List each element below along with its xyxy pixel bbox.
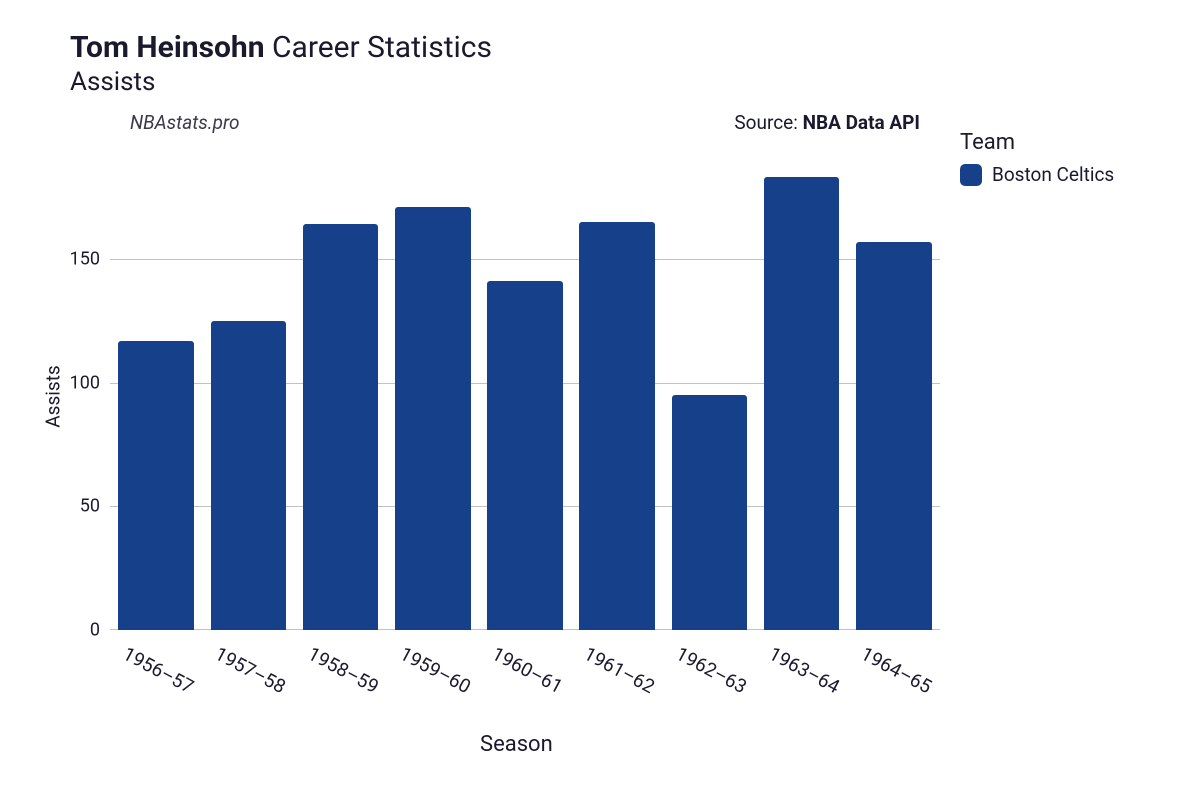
legend-swatch <box>960 164 982 186</box>
x-tick-label: 1964–65 <box>857 642 935 698</box>
bar <box>672 395 748 630</box>
source-prefix: Source: <box>734 111 802 134</box>
bar <box>579 222 655 630</box>
chart-wrap: Assists 0501001501956–571957–581958–5919… <box>70 160 1180 780</box>
source-name: NBA Data API <box>803 111 920 134</box>
legend: Team Boston Celtics <box>960 130 1180 186</box>
chart-container: Tom Heinsohn Career Statistics Assists N… <box>0 0 1200 800</box>
chart-title: Tom Heinsohn Career Statistics <box>70 30 1180 65</box>
source-label: Source: NBA Data API <box>734 111 920 134</box>
bar <box>764 177 840 630</box>
title-block: Tom Heinsohn Career Statistics Assists <box>70 30 1180 97</box>
bar <box>118 341 194 630</box>
player-name: Tom Heinsohn <box>70 30 265 65</box>
bar <box>211 321 287 630</box>
legend-label: Boston Celtics <box>992 163 1114 186</box>
plot-area: 0501001501956–571957–581958–591959–60196… <box>110 160 940 630</box>
bar <box>856 242 932 630</box>
x-tick-label: 1961–62 <box>580 642 658 698</box>
y-tick-label: 0 <box>90 620 100 641</box>
y-tick-label: 50 <box>80 496 100 517</box>
y-axis-label: Assists <box>42 365 65 427</box>
meta-row: NBAstats.pro Source: NBA Data API <box>130 111 920 135</box>
legend-title: Team <box>960 130 1180 155</box>
title-suffix: Career Statistics <box>272 30 492 65</box>
bar <box>303 224 379 630</box>
bar <box>487 281 563 630</box>
x-tick-label: 1963–64 <box>765 642 843 698</box>
x-axis-label: Season <box>480 732 553 757</box>
watermark: NBAstats.pro <box>130 111 240 134</box>
x-tick-label: 1958–59 <box>304 642 382 698</box>
x-tick-label: 1962–63 <box>673 642 751 698</box>
bar <box>395 207 471 630</box>
x-tick-label: 1957–58 <box>212 642 290 698</box>
x-tick-label: 1956–57 <box>119 642 197 698</box>
x-tick-label: 1959–60 <box>396 642 474 698</box>
x-tick-label: 1960–61 <box>488 642 566 698</box>
y-tick-label: 150 <box>70 248 100 269</box>
chart-subtitle: Assists <box>70 67 1180 97</box>
y-tick-label: 100 <box>70 372 100 393</box>
legend-item: Boston Celtics <box>960 163 1180 186</box>
